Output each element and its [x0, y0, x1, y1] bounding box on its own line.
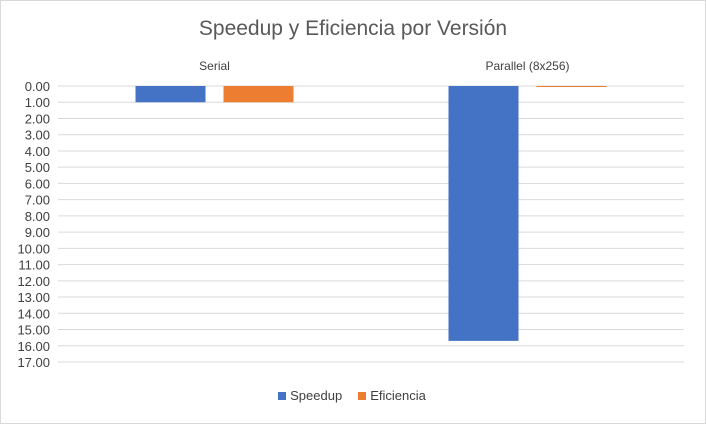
chart-legend: Speedup Eficiencia	[0, 388, 704, 403]
y-tick-label: 11.00	[18, 258, 50, 273]
y-tick-label: 8.00	[25, 209, 50, 224]
y-tick-label: 13.00	[17, 290, 50, 305]
y-tick-label: 16.00	[17, 339, 50, 354]
y-tick-label: 17.00	[17, 355, 50, 370]
legend-swatch-eficiencia	[358, 391, 367, 400]
y-tick-label: 15.00	[17, 323, 50, 338]
y-tick-label: 4.00	[25, 144, 50, 159]
legend-label-eficiencia: Eficiencia	[370, 388, 426, 403]
y-tick-label: 14.00	[17, 306, 50, 321]
bar-eficiencia	[223, 86, 294, 103]
y-tick-label: 3.00	[25, 128, 50, 143]
bar-eficiencia	[536, 86, 607, 87]
category-label: Serial	[199, 59, 230, 73]
y-tick-label: 7.00	[25, 193, 50, 208]
legend-label-speedup: Speedup	[290, 388, 343, 403]
bar-speedup	[135, 86, 206, 103]
legend-item-eficiencia: Eficiencia	[358, 388, 426, 403]
y-tick-label: 12.00	[17, 274, 50, 289]
y-tick-label: 2.00	[25, 111, 50, 126]
chart-title: Speedup y Eficiencia por Versión	[198, 17, 508, 40]
bar-speedup	[448, 86, 519, 341]
y-tick-label: 5.00	[25, 160, 50, 175]
y-tick-label: 1.00	[25, 95, 50, 110]
legend-item-speedup: Speedup	[278, 388, 342, 403]
y-tick-label: 0.00	[25, 79, 50, 94]
y-tick-label: 6.00	[25, 176, 50, 191]
category-label: Parallel (8x256)	[485, 59, 569, 73]
y-tick-label: 9.00	[25, 225, 50, 240]
legend-swatch-speedup	[278, 391, 287, 400]
y-tick-label: 10.00	[17, 241, 50, 256]
